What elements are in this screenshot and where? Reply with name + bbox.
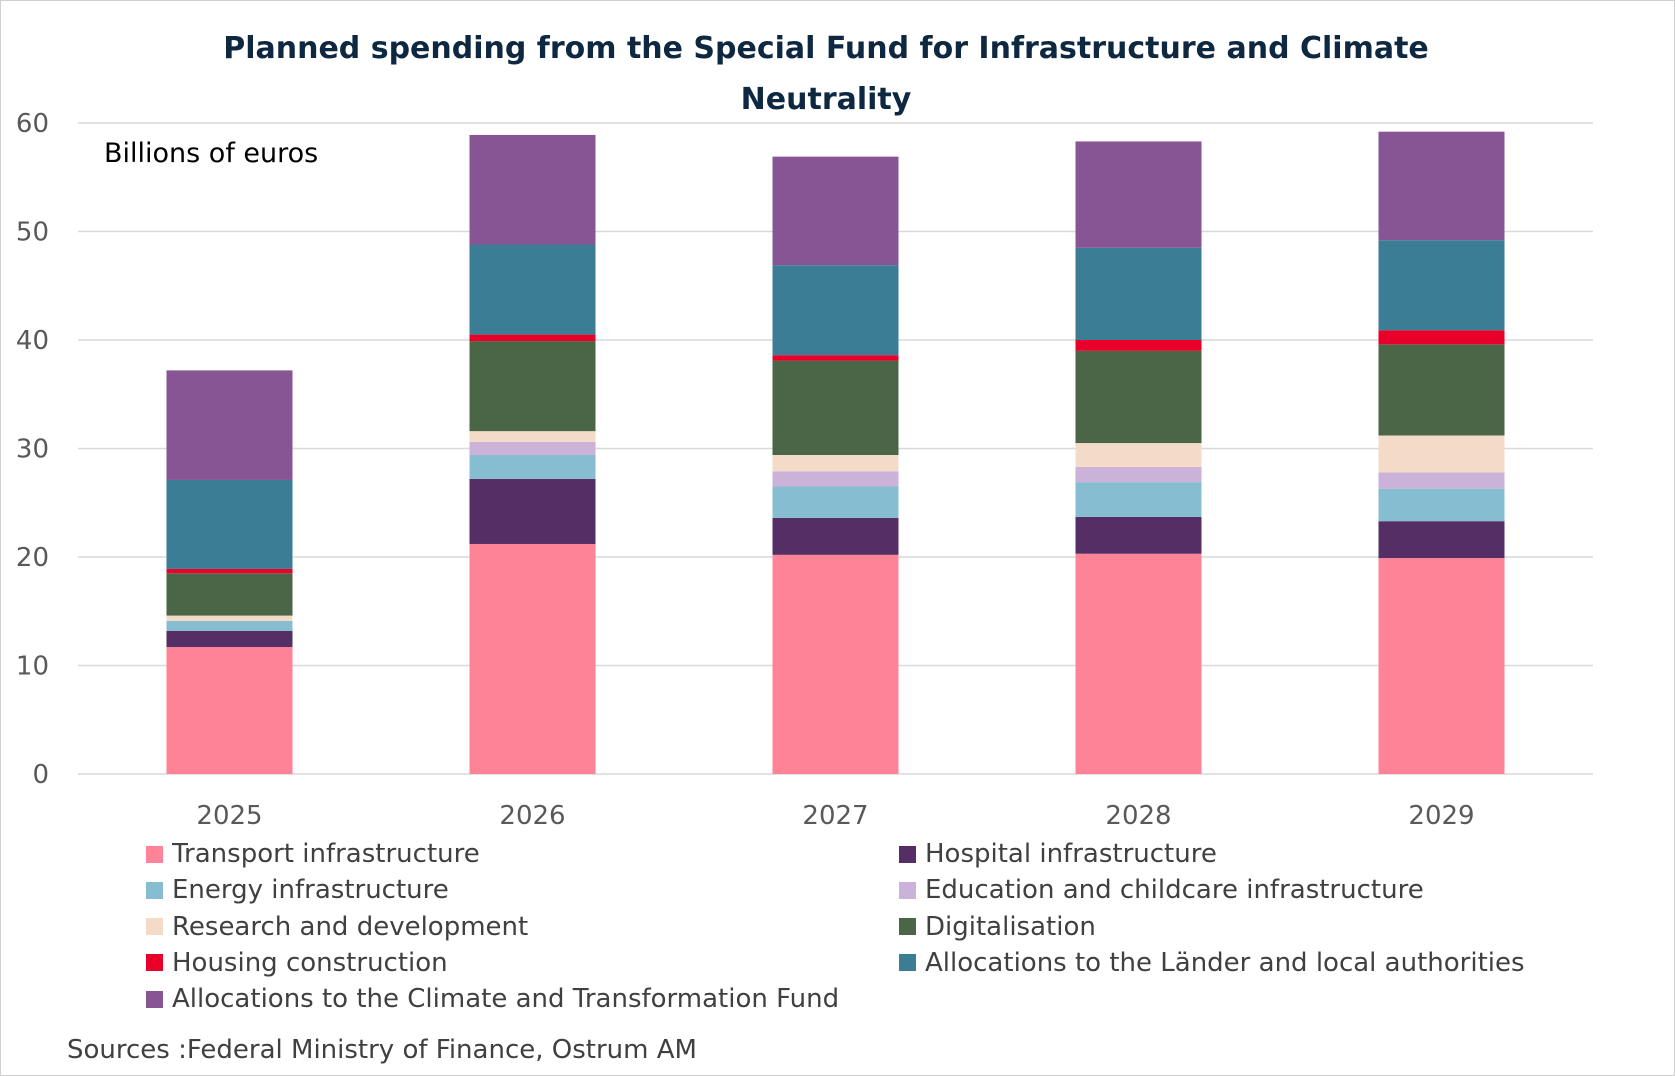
bar-segment <box>1378 488 1505 522</box>
bar-segment <box>166 568 293 574</box>
source-note: Sources :Federal Ministry of Finance, Os… <box>67 1035 697 1065</box>
bar-segment <box>1075 340 1202 351</box>
bar-segment <box>772 517 899 555</box>
legend-swatch <box>146 918 163 936</box>
bar-segment <box>166 370 293 480</box>
bar-segment <box>1075 482 1202 517</box>
legend-item: Research and development <box>146 912 528 942</box>
x-tick-label: 2028 <box>1105 801 1171 831</box>
bar-segment <box>1075 350 1202 444</box>
bar-segment <box>469 244 596 335</box>
legend-swatch <box>146 881 163 899</box>
bar-segment <box>166 621 293 631</box>
legend-item: Housing construction <box>146 948 448 978</box>
bar-segment <box>469 431 596 442</box>
legend-swatch <box>899 918 916 936</box>
bar-segment <box>1378 240 1505 331</box>
bar-segment <box>469 334 596 342</box>
bar-segment <box>1378 472 1505 489</box>
bar-segment <box>1075 247 1202 340</box>
x-tick-label: 2026 <box>499 801 565 831</box>
legend-item: Hospital infrastructure <box>899 839 1217 869</box>
bar-segment <box>1075 141 1202 248</box>
bar-segment <box>166 647 293 774</box>
x-tick-label: 2027 <box>802 801 868 831</box>
x-tick-label: 2029 <box>1408 801 1474 831</box>
y-tick-label: 50 <box>16 218 49 248</box>
bar-segment <box>1378 131 1505 241</box>
legend-label: Digitalisation <box>925 911 1096 942</box>
bar-segment <box>772 265 899 356</box>
legend-label: Hospital infrastructure <box>925 839 1217 869</box>
legend-swatch <box>899 954 916 972</box>
bar-segment <box>469 134 596 245</box>
bar-segment <box>469 441 596 456</box>
y-tick-label: 60 <box>16 109 49 139</box>
bar-segment <box>772 355 899 361</box>
y-tick-label: 40 <box>16 326 49 356</box>
legend-swatch <box>899 845 916 863</box>
legend-label: Allocations to the Climate and Transform… <box>172 984 840 1015</box>
legend-label: Transport infrastructure <box>172 839 480 869</box>
bar-segment <box>1075 516 1202 554</box>
y-tick-label: 20 <box>16 543 49 573</box>
bar-segment <box>772 554 899 774</box>
bar-segment <box>469 341 596 432</box>
legend-item: Allocations to the Climate and Transform… <box>146 984 839 1014</box>
y-tick-label: 30 <box>16 435 49 465</box>
bar-segment <box>166 615 293 622</box>
legend-item: Transport infrastructure <box>146 839 480 869</box>
legend-swatch <box>146 954 163 972</box>
legend-item: Allocations to the Länder and local auth… <box>899 948 1525 978</box>
legend-label: Energy infrastructure <box>172 875 449 906</box>
bar-segment <box>772 471 899 487</box>
legend-swatch <box>146 845 163 863</box>
y-tick-label: 10 <box>16 652 49 682</box>
bar-segment <box>772 455 899 472</box>
bar-segment <box>469 543 596 774</box>
bar-segment <box>1075 443 1202 467</box>
unit-label: Billions of euros <box>104 138 319 169</box>
bar-segment <box>469 478 596 544</box>
bar-segment <box>469 455 596 479</box>
chart-title: Planned spending from the Special Fund f… <box>223 31 1429 117</box>
legend-label: Education and childcare infrastructure <box>925 875 1424 906</box>
legend-label: Housing construction <box>172 947 448 978</box>
legend-item: Energy infrastructure <box>146 875 449 905</box>
legend-item: Education and childcare infrastructure <box>899 875 1424 905</box>
bar-segment <box>1378 330 1505 345</box>
legend-label: Allocations to the Länder and local auth… <box>925 947 1525 978</box>
bar-segment <box>1378 344 1505 436</box>
bar-segment <box>1378 558 1505 774</box>
bar-segment <box>1378 521 1505 559</box>
bar-segment <box>1075 466 1202 483</box>
legend-item: Digitalisation <box>899 912 1096 942</box>
bar-segment <box>166 479 293 569</box>
bar-segment <box>1378 435 1505 473</box>
bar-segment <box>772 156 899 266</box>
bar-segment <box>772 360 899 456</box>
x-tick-label: 2025 <box>196 801 262 831</box>
bar-segment <box>1075 553 1202 774</box>
y-tick-label: 0 <box>32 760 49 790</box>
legend-swatch <box>146 990 163 1008</box>
bar-segment <box>166 630 293 648</box>
legend-swatch <box>899 881 916 899</box>
bar-segment <box>772 486 899 518</box>
legend-label: Research and development <box>172 911 529 942</box>
bar-segment <box>166 573 293 616</box>
